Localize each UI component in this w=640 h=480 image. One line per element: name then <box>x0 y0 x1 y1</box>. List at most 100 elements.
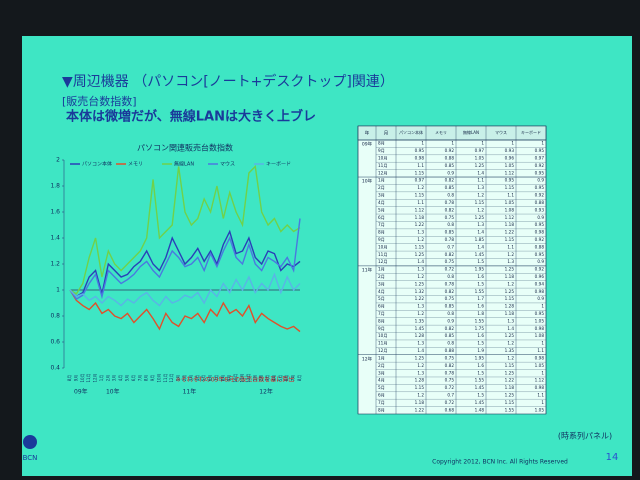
table-value: 0.98 <box>535 326 545 331</box>
table-value: 0.98 <box>535 355 545 360</box>
x-group-label: 12年 <box>259 388 273 396</box>
table-value: 1.22 <box>415 222 425 227</box>
table-value: 0.98 <box>535 289 545 294</box>
x-group-label: 09年 <box>74 388 88 396</box>
table-value: 0.9 <box>537 296 544 301</box>
x-tick-label: 2月 <box>105 375 110 382</box>
table-value: 1.28 <box>415 333 425 338</box>
table-value: 0.85 <box>445 163 455 168</box>
table-value: 1.6 <box>477 363 484 368</box>
table-value: 1.15 <box>505 237 515 242</box>
table-value: 1.25 <box>475 215 485 220</box>
table-value: 0.72 <box>445 267 455 272</box>
table-value: 0.88 <box>535 200 545 205</box>
table-value: 0.72 <box>445 400 455 405</box>
table-value: 1.3 <box>417 341 424 346</box>
table-month: 5月 <box>378 207 385 213</box>
table-month: 5月 <box>378 296 385 302</box>
table-value: 1.2 <box>417 237 424 242</box>
table-value: 1.28 <box>415 378 425 383</box>
table-value: 0.96 <box>535 274 545 279</box>
x-tick-label: 9月 <box>73 375 78 382</box>
table-value: 0.97 <box>415 178 425 183</box>
x-tick-label: 11月 <box>240 373 245 382</box>
table-value: 1.3 <box>477 222 484 227</box>
table-value: 1.05 <box>535 363 545 368</box>
x-tick-label: 10月 <box>80 373 85 382</box>
table-value: 1 <box>421 141 424 146</box>
table-month: 7月 <box>378 222 385 228</box>
table-value: 1.1 <box>417 163 424 168</box>
y-tick-label: 0.8 <box>50 313 60 320</box>
table-value: 1.55 <box>475 289 485 294</box>
table-value: 0.82 <box>445 289 455 294</box>
table-value: 0.98 <box>535 230 545 235</box>
table-value: 1.9 <box>477 348 484 353</box>
table-value: 1.1 <box>507 244 514 249</box>
y-tick-label: 1.4 <box>50 235 60 242</box>
x-tick-label: 9月 <box>150 375 155 382</box>
table-value: 1.15 <box>415 193 425 198</box>
table-month: 2月 <box>378 363 385 369</box>
page-number: 14 <box>606 452 619 463</box>
table-month: 4月 <box>378 378 385 384</box>
table-value: 0.92 <box>535 237 545 242</box>
table-value: 0.96 <box>505 156 515 161</box>
table-value: 1.4 <box>417 348 424 353</box>
table-value: 1.22 <box>415 296 425 301</box>
table-value: 0.7 <box>447 392 454 397</box>
data-table: 年月パソコン本体 メモリ 無線LAN マウス キーボード09年10年11年12年8月 1 1… <box>357 125 547 415</box>
table-value: 1.2 <box>477 193 484 198</box>
table-value: 1.18 <box>505 385 515 390</box>
table-value: 1.48 <box>475 407 485 412</box>
table-value: 1.2 <box>417 311 424 316</box>
table-header: マウス <box>495 129 507 135</box>
table-value: 1.3 <box>417 230 424 235</box>
table-value: 0.95 <box>505 178 515 183</box>
table-value: 1.5 <box>477 259 484 264</box>
table-value: 1.4 <box>477 230 484 235</box>
table-value: 0.88 <box>535 244 545 249</box>
x-tick-label: 6月 <box>284 375 289 382</box>
table-value: 1.25 <box>505 267 515 272</box>
table-month: 1月 <box>378 355 385 361</box>
table-value: 1.18 <box>505 311 515 316</box>
subheading: [販売台数指数] <box>62 94 137 108</box>
table-value: 1.55 <box>505 407 515 412</box>
x-tick-label: 3月 <box>112 375 117 382</box>
table-value: 1.25 <box>415 355 425 360</box>
table-value: 1.4 <box>507 326 514 331</box>
copyright: Copyright 2012, BCN Inc. All Rights Rese… <box>432 459 568 466</box>
table-value: 1.2 <box>477 207 484 212</box>
table-month: 4月 <box>378 200 385 206</box>
table-value: 1.15 <box>415 385 425 390</box>
x-tick-label: 6月 <box>131 375 136 382</box>
table-value: 1.15 <box>475 200 485 205</box>
table-value: 0.93 <box>535 207 545 212</box>
table-value: 1.08 <box>535 333 545 338</box>
table-value: 1.35 <box>415 318 425 323</box>
table-value: 1.32 <box>415 289 425 294</box>
table-header: キーボード <box>521 129 541 135</box>
y-tick-label: 1.2 <box>50 261 60 268</box>
table-value: 1.3 <box>417 370 424 375</box>
table-value: 1.1 <box>507 193 514 198</box>
table-value: 0.98 <box>415 156 425 161</box>
table-value: 0.82 <box>445 252 455 257</box>
table-value: 0.9 <box>447 318 454 323</box>
table-header: 月 <box>384 131 389 137</box>
table-value: 0.78 <box>445 281 455 286</box>
table-value: 0.9 <box>537 259 544 264</box>
x-tick-label: 6月 <box>208 375 213 382</box>
series-line <box>69 289 301 333</box>
table-month: 11月 <box>378 252 388 258</box>
table-value: 1.25 <box>505 333 515 338</box>
logo-mark <box>23 435 37 449</box>
table-value: 0.68 <box>445 407 455 412</box>
table-value: 0.75 <box>445 215 455 220</box>
table-value: 1.25 <box>415 252 425 257</box>
x-tick-label: 7月 <box>137 375 142 382</box>
table-value: 1.22 <box>505 230 515 235</box>
table-value: 1.45 <box>475 252 485 257</box>
x-tick-label: 8月 <box>144 375 149 382</box>
